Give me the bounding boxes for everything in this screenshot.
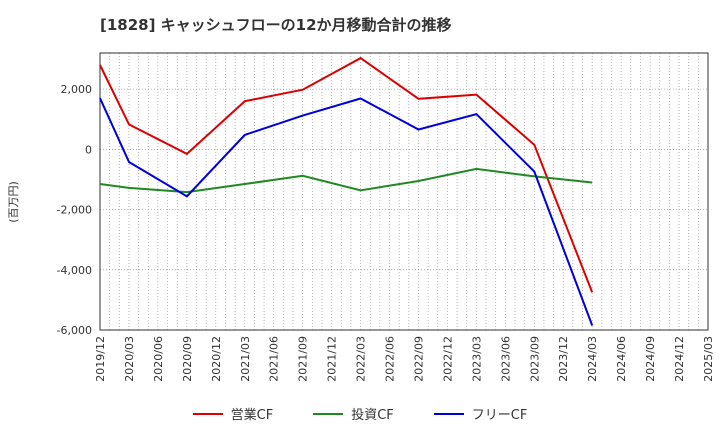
x-tick-label: 2019/12 (94, 336, 107, 382)
series-line-投資CF (99, 167, 593, 194)
x-tick-label: 2022/12 (441, 336, 454, 382)
legend: 営業CF 投資CF フリーCF (0, 404, 720, 423)
series-line-フリーCF (99, 97, 594, 326)
x-tick-label: 2022/03 (355, 336, 368, 382)
series-lines (99, 56, 594, 326)
x-tick-label: 2021/03 (239, 336, 252, 382)
x-tick-label: 2024/12 (673, 336, 686, 382)
x-tick-label: 2022/09 (412, 336, 425, 382)
y-tick-label: -4,000 (57, 264, 92, 277)
x-tick-label: 2021/09 (297, 336, 310, 382)
x-tick-label: 2022/06 (384, 336, 397, 382)
x-tick-label: 2021/06 (268, 336, 281, 382)
x-tick-label: 2024/09 (644, 336, 657, 382)
x-tick-label: 2020/03 (123, 336, 136, 382)
x-tick-label: 2020/06 (152, 336, 165, 382)
x-tick-label: 2023/06 (499, 336, 512, 382)
x-tick-label: 2024/06 (615, 336, 628, 382)
y-axis-label: (百万円) (7, 181, 20, 223)
series-line-営業CF (99, 56, 594, 293)
legend-item: フリーCF (433, 404, 528, 423)
legend-label: 投資CF (351, 408, 394, 423)
legend-item: 投資CF (313, 404, 394, 423)
x-tick-label: 2023/09 (528, 336, 541, 382)
x-tick-label: 2025/03 (702, 336, 715, 382)
grid-lines (100, 53, 708, 331)
y-tick-label: -6,000 (57, 324, 92, 337)
y-axis-ticks: 2,000 0 -2,000 -4,000 -6,000 (57, 83, 92, 337)
legend-swatch (433, 412, 464, 415)
x-tick-label: 2023/12 (557, 336, 570, 382)
x-tick-label: 2020/12 (210, 336, 223, 382)
x-tick-label: 2023/03 (470, 336, 483, 382)
plot-frame (99, 52, 709, 331)
legend-swatch (192, 412, 223, 415)
y-tick-label: -2,000 (57, 204, 92, 217)
y-tick-label: 2,000 (61, 83, 93, 96)
legend-swatch (313, 412, 344, 415)
x-axis-ticks: 2019/12 2020/03 2020/06 2020/09 2020/12 2021/… (94, 336, 715, 382)
y-tick-label: 0 (85, 143, 92, 156)
legend-label: フリーCF (471, 408, 528, 423)
x-tick-label: 2021/12 (326, 336, 339, 382)
legend-label: 営業CF (230, 408, 274, 423)
legend-item: 営業CF (192, 404, 274, 423)
chart-title: [1828] キャッシュフローの12か月移動合計の推移 (100, 16, 452, 34)
x-tick-label: 2020/09 (181, 336, 194, 382)
x-tick-label: 2024/03 (586, 336, 599, 382)
